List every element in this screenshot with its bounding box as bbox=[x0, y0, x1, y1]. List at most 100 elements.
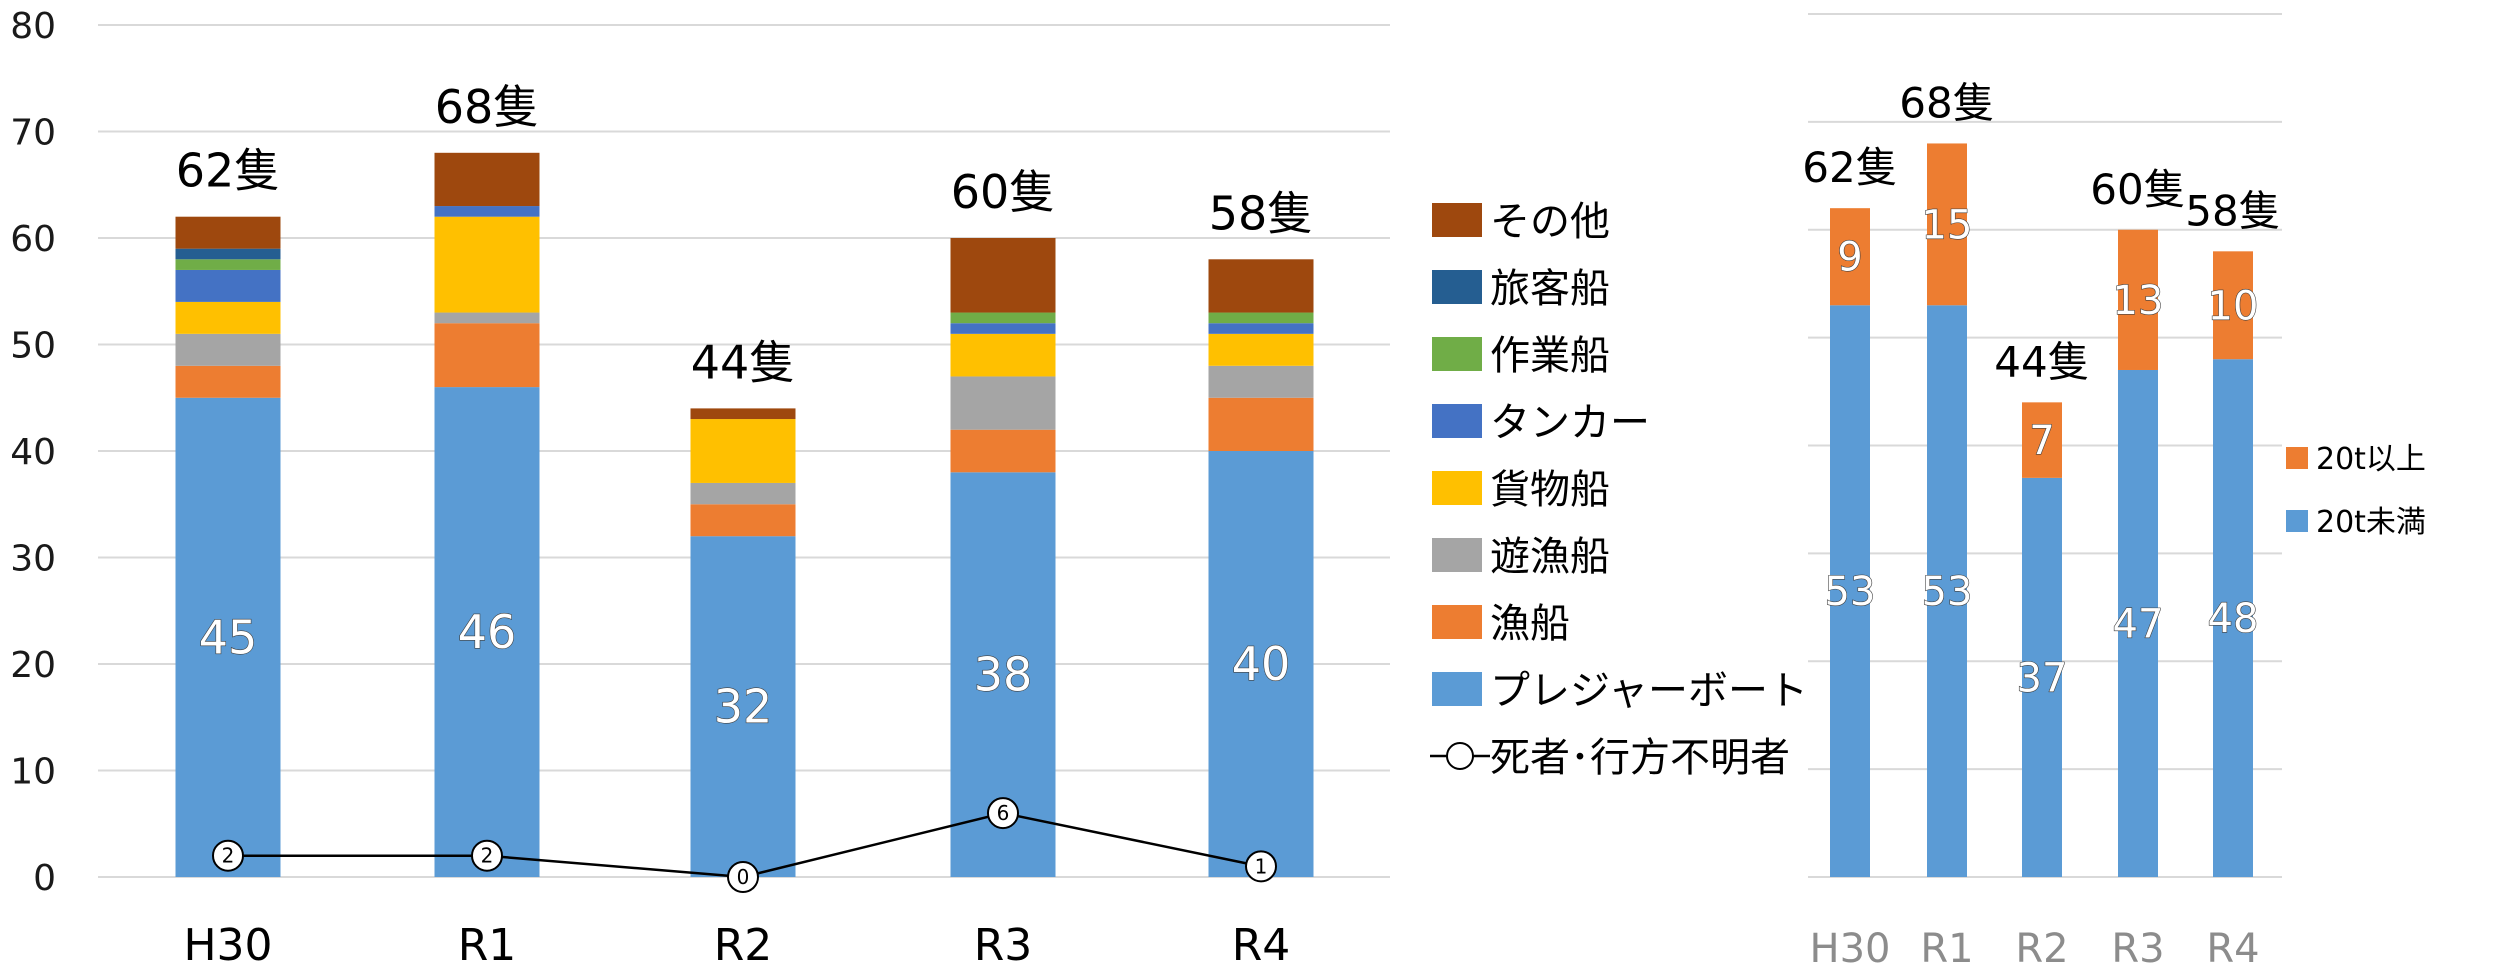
right-chart-x-tick-labels: H30 R1 R2 R3 R4 bbox=[1810, 926, 2260, 970]
line-value-label: 2 bbox=[222, 844, 235, 868]
legend-label: その他 bbox=[1490, 199, 1610, 245]
bar-segment bbox=[950, 429, 1056, 473]
legend-swatch bbox=[1432, 605, 1482, 639]
x-tick-label: R1 bbox=[1920, 926, 1973, 970]
bar-segment bbox=[1208, 451, 1314, 877]
total-label: 44隻 bbox=[1994, 337, 2089, 386]
x-tick-label: H30 bbox=[183, 920, 272, 970]
left-chart-bars: 45 62隻 46 68隻 32 44隻 38 60隻 40 58隻 bbox=[175, 80, 1314, 877]
line-value-label: 0 bbox=[737, 865, 750, 889]
bar-segment bbox=[1927, 305, 1967, 877]
y-tick-label: 50 bbox=[10, 326, 56, 367]
bar-segment bbox=[2213, 359, 2253, 877]
bar-segment bbox=[175, 259, 281, 270]
left-chart-y-tick-labels: 0 10 20 30 40 50 60 70 80 bbox=[10, 6, 56, 899]
bar-segment bbox=[2118, 369, 2158, 877]
data-label: 46 bbox=[458, 605, 517, 659]
total-label: 62隻 bbox=[176, 144, 281, 198]
y-tick-label: 0 bbox=[33, 858, 56, 899]
left-chart-x-tick-labels: H30 R1 R2 R3 R4 bbox=[183, 920, 1290, 970]
bar-segment bbox=[690, 482, 796, 505]
bar-segment bbox=[1830, 305, 1870, 877]
bar-segment bbox=[1927, 143, 1967, 306]
legend-marker bbox=[1446, 742, 1474, 770]
bar-segment bbox=[1208, 333, 1314, 366]
legend-swatch bbox=[1432, 404, 1482, 438]
data-label: 15 bbox=[1922, 202, 1973, 248]
bar-segment bbox=[950, 238, 1056, 313]
y-tick-label: 30 bbox=[10, 539, 56, 580]
legend-label: 漁船 bbox=[1490, 601, 1570, 647]
y-tick-label: 60 bbox=[10, 219, 56, 260]
x-tick-label: R4 bbox=[2206, 926, 2259, 970]
legend-label: タンカー bbox=[1490, 400, 1650, 446]
bar-segment bbox=[1208, 259, 1314, 313]
bar-segment bbox=[434, 206, 540, 217]
data-label: 45 bbox=[199, 610, 258, 664]
bar-segment bbox=[2022, 402, 2062, 478]
legend-swatch bbox=[1432, 203, 1482, 237]
total-label: 68隻 bbox=[435, 80, 540, 134]
data-label: 32 bbox=[714, 680, 773, 734]
bar-segment bbox=[2118, 229, 2158, 370]
data-label: 7 bbox=[2029, 418, 2054, 464]
data-label: 47 bbox=[2113, 601, 2164, 647]
bar-segment bbox=[1208, 312, 1314, 324]
line-marker bbox=[1245, 850, 1277, 883]
bar-segment bbox=[175, 333, 281, 366]
bar-segment bbox=[175, 397, 281, 877]
right-chart-bars: 53 9 62隻 53 15 68隻 37 7 44隻 47 13 60隻 48 10 58隻 bbox=[1802, 78, 2281, 877]
legend-swatch bbox=[2286, 510, 2308, 532]
y-tick-label: 20 bbox=[10, 645, 56, 686]
x-tick-label: R2 bbox=[714, 920, 773, 970]
legend-label: 20t以上 bbox=[2316, 442, 2426, 477]
bar-segment bbox=[2022, 477, 2062, 877]
line-marker bbox=[727, 861, 759, 893]
total-label: 68隻 bbox=[1899, 78, 1994, 127]
legend-label: 遊漁船 bbox=[1490, 534, 1610, 580]
bar-segment bbox=[175, 301, 281, 334]
data-label: 48 bbox=[2208, 596, 2259, 642]
bar-segment bbox=[1208, 397, 1314, 451]
bar-segment bbox=[434, 323, 540, 388]
data-label: 53 bbox=[1825, 569, 1876, 615]
data-label: 38 bbox=[974, 648, 1033, 702]
y-tick-label: 80 bbox=[10, 6, 56, 47]
data-label: 53 bbox=[1922, 569, 1973, 615]
line-value-label: 1 bbox=[1255, 854, 1268, 878]
bar-segment bbox=[950, 333, 1056, 377]
bar-segment bbox=[2213, 251, 2253, 360]
legend-swatch bbox=[1432, 672, 1482, 706]
legend-swatch bbox=[1432, 270, 1482, 304]
y-tick-label: 40 bbox=[10, 432, 56, 473]
bar-segment bbox=[690, 408, 796, 420]
bar-segment bbox=[175, 365, 281, 398]
legend-swatch bbox=[1432, 471, 1482, 505]
legend-label: 旅客船 bbox=[1490, 266, 1610, 312]
y-tick-label: 70 bbox=[10, 113, 56, 154]
legend-swatch bbox=[1432, 538, 1482, 572]
line-value-label: 6 bbox=[997, 801, 1010, 825]
bar-segment bbox=[690, 504, 796, 537]
total-label: 58隻 bbox=[1209, 186, 1314, 240]
bar-segment bbox=[434, 312, 540, 324]
data-label: 13 bbox=[2113, 278, 2164, 324]
bar-segment bbox=[1830, 208, 1870, 306]
data-label: 37 bbox=[2017, 655, 2068, 701]
line-marker bbox=[987, 797, 1019, 830]
total-label: 62隻 bbox=[1802, 143, 1897, 192]
total-label: 44隻 bbox=[691, 335, 796, 389]
data-label: 10 bbox=[2208, 283, 2259, 329]
legend-swatch bbox=[1432, 337, 1482, 371]
x-tick-label: R3 bbox=[2111, 926, 2164, 970]
bar-segment bbox=[175, 269, 281, 302]
bar-segment bbox=[434, 387, 540, 877]
data-label: 9 bbox=[1837, 235, 1862, 281]
legend-swatch bbox=[2286, 447, 2308, 469]
bar-segment bbox=[434, 152, 540, 207]
data-label: 40 bbox=[1232, 637, 1291, 691]
bar-segment bbox=[950, 323, 1056, 334]
legend-label: 貨物船 bbox=[1490, 467, 1610, 513]
